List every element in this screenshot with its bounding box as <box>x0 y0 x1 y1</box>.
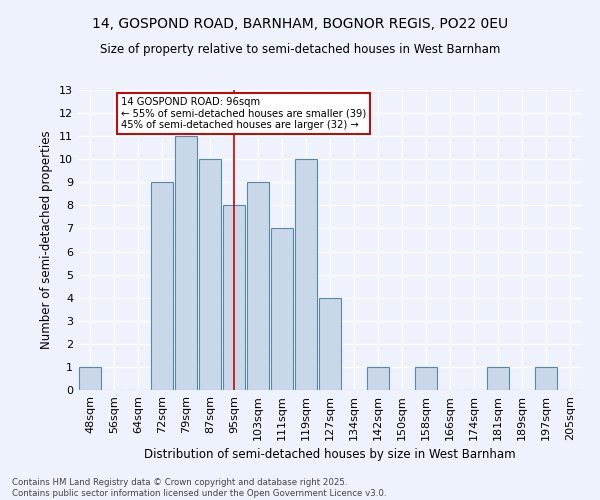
Text: 14, GOSPOND ROAD, BARNHAM, BOGNOR REGIS, PO22 0EU: 14, GOSPOND ROAD, BARNHAM, BOGNOR REGIS,… <box>92 18 508 32</box>
Bar <box>271 228 293 390</box>
Text: Contains HM Land Registry data © Crown copyright and database right 2025.
Contai: Contains HM Land Registry data © Crown c… <box>12 478 386 498</box>
Bar <box>295 159 317 390</box>
Bar <box>79 367 101 390</box>
Y-axis label: Number of semi-detached properties: Number of semi-detached properties <box>40 130 53 350</box>
X-axis label: Distribution of semi-detached houses by size in West Barnham: Distribution of semi-detached houses by … <box>144 448 516 461</box>
Bar <box>415 367 437 390</box>
Bar <box>319 298 341 390</box>
Bar <box>175 136 197 390</box>
Bar <box>223 206 245 390</box>
Bar <box>151 182 173 390</box>
Text: Size of property relative to semi-detached houses in West Barnham: Size of property relative to semi-detach… <box>100 42 500 56</box>
Bar <box>367 367 389 390</box>
Bar <box>247 182 269 390</box>
Text: 14 GOSPOND ROAD: 96sqm
← 55% of semi-detached houses are smaller (39)
45% of sem: 14 GOSPOND ROAD: 96sqm ← 55% of semi-det… <box>121 97 367 130</box>
Bar <box>535 367 557 390</box>
Bar <box>487 367 509 390</box>
Bar <box>199 159 221 390</box>
